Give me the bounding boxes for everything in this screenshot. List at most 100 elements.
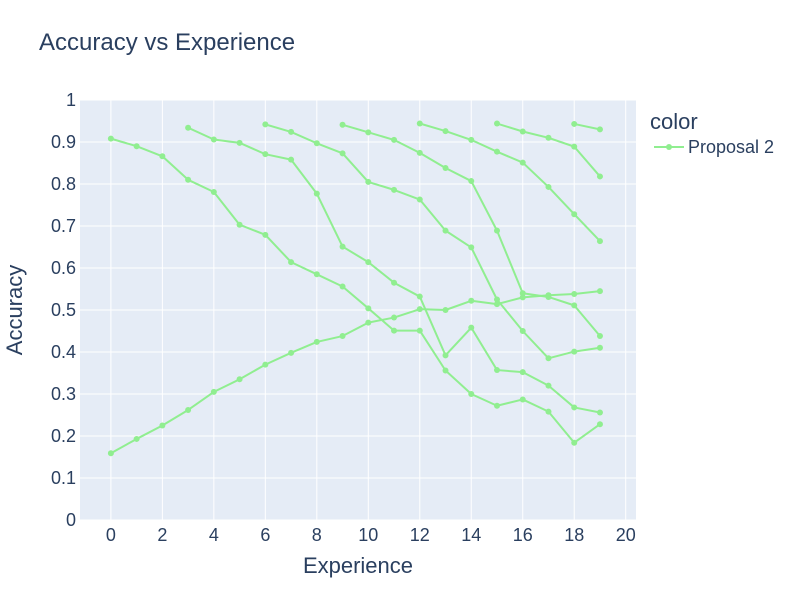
data-point[interactable]: [391, 186, 398, 193]
data-point[interactable]: [494, 120, 500, 127]
data-point[interactable]: [210, 136, 217, 143]
series-line-8[interactable]: [574, 122, 601, 131]
data-point[interactable]: [468, 297, 475, 304]
data-point[interactable]: [519, 396, 526, 403]
data-point[interactable]: [288, 349, 295, 356]
data-point[interactable]: [416, 120, 423, 127]
data-point[interactable]: [596, 288, 603, 295]
data-point[interactable]: [210, 388, 217, 395]
data-point[interactable]: [545, 408, 552, 415]
data-point[interactable]: [545, 183, 552, 190]
data-point[interactable]: [365, 305, 372, 312]
data-point[interactable]: [596, 409, 603, 416]
data-point[interactable]: [339, 333, 346, 340]
data-point[interactable]: [339, 121, 346, 128]
legend[interactable]: color Proposal 2: [650, 109, 774, 157]
data-point[interactable]: [494, 227, 500, 234]
data-point[interactable]: [159, 422, 166, 429]
data-point[interactable]: [391, 279, 398, 286]
data-point[interactable]: [365, 178, 372, 185]
data-point[interactable]: [596, 173, 603, 180]
data-point[interactable]: [468, 244, 475, 251]
data-point[interactable]: [519, 128, 526, 135]
data-point[interactable]: [519, 294, 526, 301]
data-point[interactable]: [442, 227, 449, 234]
series-line-2[interactable]: [110, 290, 601, 455]
data-point[interactable]: [262, 231, 269, 238]
data-point[interactable]: [185, 406, 192, 413]
data-point[interactable]: [596, 344, 603, 351]
data-point[interactable]: [519, 369, 526, 376]
data-point[interactable]: [494, 367, 500, 374]
data-point[interactable]: [442, 352, 449, 359]
data-point[interactable]: [442, 128, 449, 135]
data-point[interactable]: [288, 259, 295, 266]
data-point[interactable]: [571, 120, 578, 127]
data-point[interactable]: [442, 307, 449, 313]
data-point[interactable]: [416, 149, 423, 156]
data-point[interactable]: [468, 178, 475, 185]
series-line-4[interactable]: [265, 123, 601, 360]
data-point[interactable]: [210, 188, 217, 195]
data-point[interactable]: [468, 324, 475, 331]
series-line-6[interactable]: [419, 122, 601, 242]
data-point[interactable]: [262, 361, 269, 368]
data-point[interactable]: [416, 293, 423, 300]
data-point[interactable]: [236, 221, 243, 228]
data-point[interactable]: [442, 165, 449, 172]
data-point[interactable]: [313, 271, 320, 278]
data-point[interactable]: [236, 376, 243, 383]
data-point[interactable]: [596, 126, 603, 133]
data-point[interactable]: [185, 176, 192, 183]
data-point[interactable]: [416, 306, 423, 313]
data-point[interactable]: [391, 136, 398, 143]
data-point[interactable]: [494, 301, 500, 308]
data-point[interactable]: [262, 121, 269, 128]
data-point[interactable]: [571, 302, 578, 309]
series-line-1[interactable]: [110, 137, 601, 444]
data-point[interactable]: [545, 134, 552, 141]
data-point[interactable]: [494, 148, 500, 155]
data-point[interactable]: [339, 283, 346, 290]
data-point[interactable]: [519, 290, 526, 297]
data-point[interactable]: [545, 355, 552, 362]
data-point[interactable]: [596, 238, 603, 245]
data-point[interactable]: [365, 129, 372, 136]
data-point[interactable]: [391, 314, 398, 321]
data-point[interactable]: [288, 128, 295, 135]
data-point[interactable]: [159, 153, 166, 160]
data-point[interactable]: [596, 333, 603, 340]
data-point[interactable]: [133, 143, 140, 150]
data-point[interactable]: [596, 421, 603, 428]
data-point[interactable]: [545, 293, 552, 300]
data-point[interactable]: [365, 259, 372, 266]
data-point[interactable]: [571, 291, 578, 298]
data-point[interactable]: [494, 402, 500, 409]
data-point[interactable]: [262, 151, 269, 158]
data-point[interactable]: [288, 156, 295, 163]
data-point[interactable]: [313, 140, 320, 147]
data-point[interactable]: [571, 143, 578, 150]
data-point[interactable]: [313, 338, 320, 345]
data-point[interactable]: [571, 439, 578, 446]
data-point[interactable]: [339, 243, 346, 250]
data-point[interactable]: [365, 319, 372, 326]
data-point[interactable]: [468, 136, 475, 143]
data-point[interactable]: [442, 367, 449, 374]
data-point[interactable]: [339, 150, 346, 157]
data-point[interactable]: [494, 296, 500, 303]
data-point[interactable]: [416, 327, 423, 334]
data-point[interactable]: [545, 382, 552, 389]
data-point[interactable]: [519, 328, 526, 334]
data-point[interactable]: [468, 391, 475, 397]
data-point[interactable]: [391, 327, 398, 334]
data-point[interactable]: [571, 211, 578, 218]
data-point[interactable]: [313, 190, 320, 197]
data-point[interactable]: [236, 139, 243, 146]
data-point[interactable]: [519, 159, 526, 166]
data-point[interactable]: [571, 404, 578, 411]
data-point[interactable]: [416, 196, 423, 203]
data-point[interactable]: [185, 124, 192, 131]
data-point[interactable]: [107, 135, 114, 142]
legend-item-proposal-2[interactable]: Proposal 2: [688, 137, 774, 157]
